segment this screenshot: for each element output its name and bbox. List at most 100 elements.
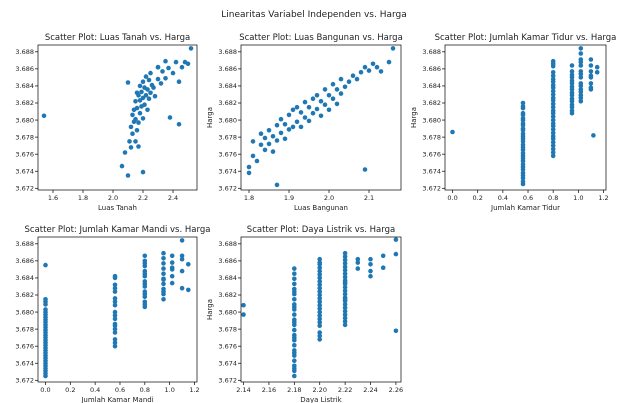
data-point (588, 73, 594, 78)
data-point (330, 96, 336, 101)
y-tick-label: 3.680 (15, 308, 34, 316)
data-point (179, 268, 185, 274)
y-tick-label: 3.688 (218, 48, 237, 56)
x-tick-label: 2.14 (236, 386, 250, 394)
data-point (569, 69, 575, 74)
data-point (136, 120, 141, 125)
y-axis-label: Harga (410, 107, 418, 128)
data-point (133, 116, 138, 122)
x-axis-label: Jumlah Kamar Tidur (490, 204, 560, 212)
x-tick-label: 2.22 (338, 386, 352, 394)
data-point (241, 312, 246, 317)
data-point (520, 145, 526, 150)
data-point (520, 100, 526, 106)
data-point (317, 306, 323, 311)
y-tick-label: 3.688 (15, 240, 34, 248)
data-point (342, 264, 348, 270)
data-point (250, 139, 256, 144)
y-tick-label: 3.672 (218, 184, 237, 192)
y-tick-label: 3.674 (422, 167, 441, 175)
data-point (569, 78, 575, 84)
data-point (142, 281, 148, 287)
data-point (122, 150, 128, 155)
data-point (292, 281, 297, 287)
data-point (326, 107, 332, 113)
data-point (148, 70, 153, 76)
data-point (292, 312, 297, 317)
data-point (136, 93, 141, 98)
data-point (342, 279, 348, 285)
data-point (160, 69, 165, 74)
y-tick-label: 3.676 (422, 150, 441, 158)
data-point (292, 266, 297, 271)
y-tick-label: 3.676 (15, 342, 34, 350)
y-tick-label: 3.682 (15, 99, 34, 107)
x-tick-label: 1.0 (165, 386, 175, 394)
data-point (158, 81, 164, 86)
data-point (342, 274, 348, 280)
data-point (292, 327, 297, 333)
data-point (292, 271, 297, 277)
data-point (112, 313, 118, 318)
data-point (393, 251, 399, 257)
data-point (346, 79, 352, 84)
x-tick-label: 2.20 (312, 386, 326, 394)
y-axis-label: Harga (206, 299, 214, 320)
y-tick-label: 3.672 (15, 376, 34, 384)
data-point (258, 131, 264, 136)
data-point (520, 151, 526, 156)
x-tick-label: 0.6 (115, 386, 125, 394)
data-point (43, 314, 48, 320)
x-tick-label: 1.0 (573, 194, 583, 202)
data-point (550, 79, 556, 84)
data-point (317, 256, 323, 262)
data-point (342, 288, 348, 294)
data-point (151, 85, 156, 90)
data-points (41, 46, 194, 178)
data-point (591, 133, 596, 138)
data-point (550, 61, 556, 67)
data-point (145, 87, 150, 92)
data-point (386, 59, 392, 65)
data-point (578, 63, 584, 68)
data-point (550, 114, 556, 119)
x-tick-label: 1.2 (598, 194, 608, 202)
data-point (550, 123, 556, 129)
data-point (578, 71, 584, 77)
data-point (254, 158, 260, 164)
subplot-2: Scatter Plot: Luas Bangunan vs. Harga 1.8… (206, 33, 403, 212)
subplot-title: Scatter Plot: Luas Bangunan vs. Harga (239, 33, 403, 43)
y-tick-label: 3.676 (218, 150, 237, 158)
data-points (246, 46, 396, 188)
data-point (569, 90, 575, 96)
y-tick-label: 3.688 (218, 240, 237, 248)
data-point (550, 101, 556, 107)
data-point (169, 260, 175, 265)
data-point (338, 76, 344, 82)
data-point (520, 122, 526, 128)
data-point (317, 265, 323, 271)
data-point (588, 57, 594, 62)
data-point (520, 128, 526, 133)
data-point (342, 297, 348, 302)
x-tick-label: 2.1 (364, 194, 374, 202)
data-point (134, 105, 140, 111)
data-point (112, 309, 118, 315)
data-point (588, 81, 594, 86)
data-point (342, 315, 348, 321)
data-point (179, 253, 185, 259)
data-point (578, 59, 584, 65)
data-point (368, 268, 373, 274)
x-tick-label: 0.4 (498, 194, 508, 202)
data-point (520, 179, 526, 184)
y-tick-label: 3.688 (15, 48, 34, 56)
x-axis-label: Luas Tanah (98, 204, 137, 212)
data-point (326, 93, 332, 98)
data-point (128, 145, 134, 150)
data-point (322, 102, 328, 107)
data-point (520, 139, 526, 144)
data-point (450, 129, 455, 135)
data-point (142, 261, 148, 266)
data-point (362, 167, 368, 172)
